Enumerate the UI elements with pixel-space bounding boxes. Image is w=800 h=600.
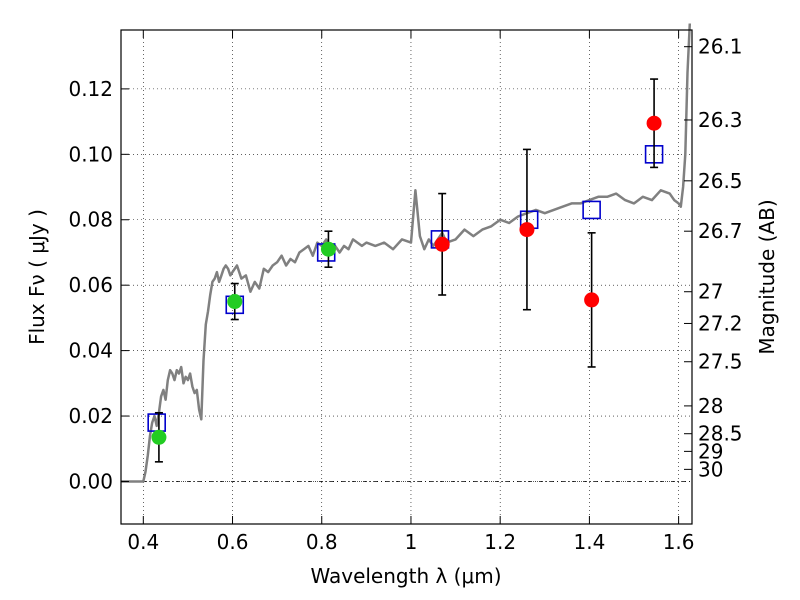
nir-data-point [584, 292, 600, 308]
magnitude-tick-label: 27.2 [698, 311, 743, 335]
plot-frame [120, 29, 693, 525]
nir-data-point [646, 115, 662, 131]
magnitude-axis-label: Magnitude (AB) [755, 199, 779, 354]
optical-data-point [320, 241, 336, 257]
nir-data-point [519, 222, 535, 238]
y-tick-label: 0.12 [68, 77, 113, 101]
optical-data-point [151, 429, 167, 445]
magnitude-tick-label: 27.5 [698, 350, 743, 374]
y-axis-label: Flux Fν ( μJy ) [25, 209, 49, 345]
y-tick-label: 0.02 [68, 404, 113, 428]
magnitude-tick-label: 28 [698, 394, 723, 418]
x-tick-label: 0.6 [217, 530, 249, 554]
x-axis-ticks: 0.4 0.6 0.8 1 1.2 1.4 1.6 [127, 30, 695, 554]
magnitude-tick-label: 26.3 [698, 108, 743, 132]
magnitude-tick-label: 26.1 [698, 35, 743, 59]
magnitude-tick-label: 30 [698, 457, 723, 481]
observed-points-group [151, 115, 662, 445]
x-axis-label: Wavelength λ (μm) [310, 564, 501, 588]
x-tick-label: 1.2 [484, 530, 516, 554]
nir-data-point [434, 236, 450, 252]
magnitude-tick-label: 27 [698, 280, 723, 304]
plot-background [121, 30, 692, 524]
magnitude-tick-label: 28.5 [698, 422, 743, 446]
model-spectrum-line [121, 23, 692, 483]
magnitude-tick-label: 29 [698, 439, 723, 463]
x-tick-label: 1 [405, 530, 418, 554]
magnitude-tick-label: 26.7 [698, 219, 743, 243]
y-tick-label: 0.10 [68, 142, 113, 166]
x-tick-label: 1.4 [573, 530, 605, 554]
optical-data-point [227, 294, 243, 310]
x-tick-label: 0.4 [127, 530, 159, 554]
model-spectrum-group [121, 23, 692, 483]
x-tick-label: 1.6 [663, 530, 695, 554]
magnitude-tick-label: 26.5 [698, 169, 743, 193]
y-tick-label: 0.00 [68, 469, 113, 493]
y-tick-label: 0.06 [68, 273, 113, 297]
y-axis-ticks: 0.00 0.02 0.04 0.06 0.08 0.10 0.12 [68, 77, 129, 493]
model-photometry-square [582, 200, 601, 220]
y-tick-label: 0.08 [68, 208, 113, 232]
y-tick-label: 0.04 [68, 339, 113, 363]
x-tick-label: 0.8 [306, 530, 338, 554]
